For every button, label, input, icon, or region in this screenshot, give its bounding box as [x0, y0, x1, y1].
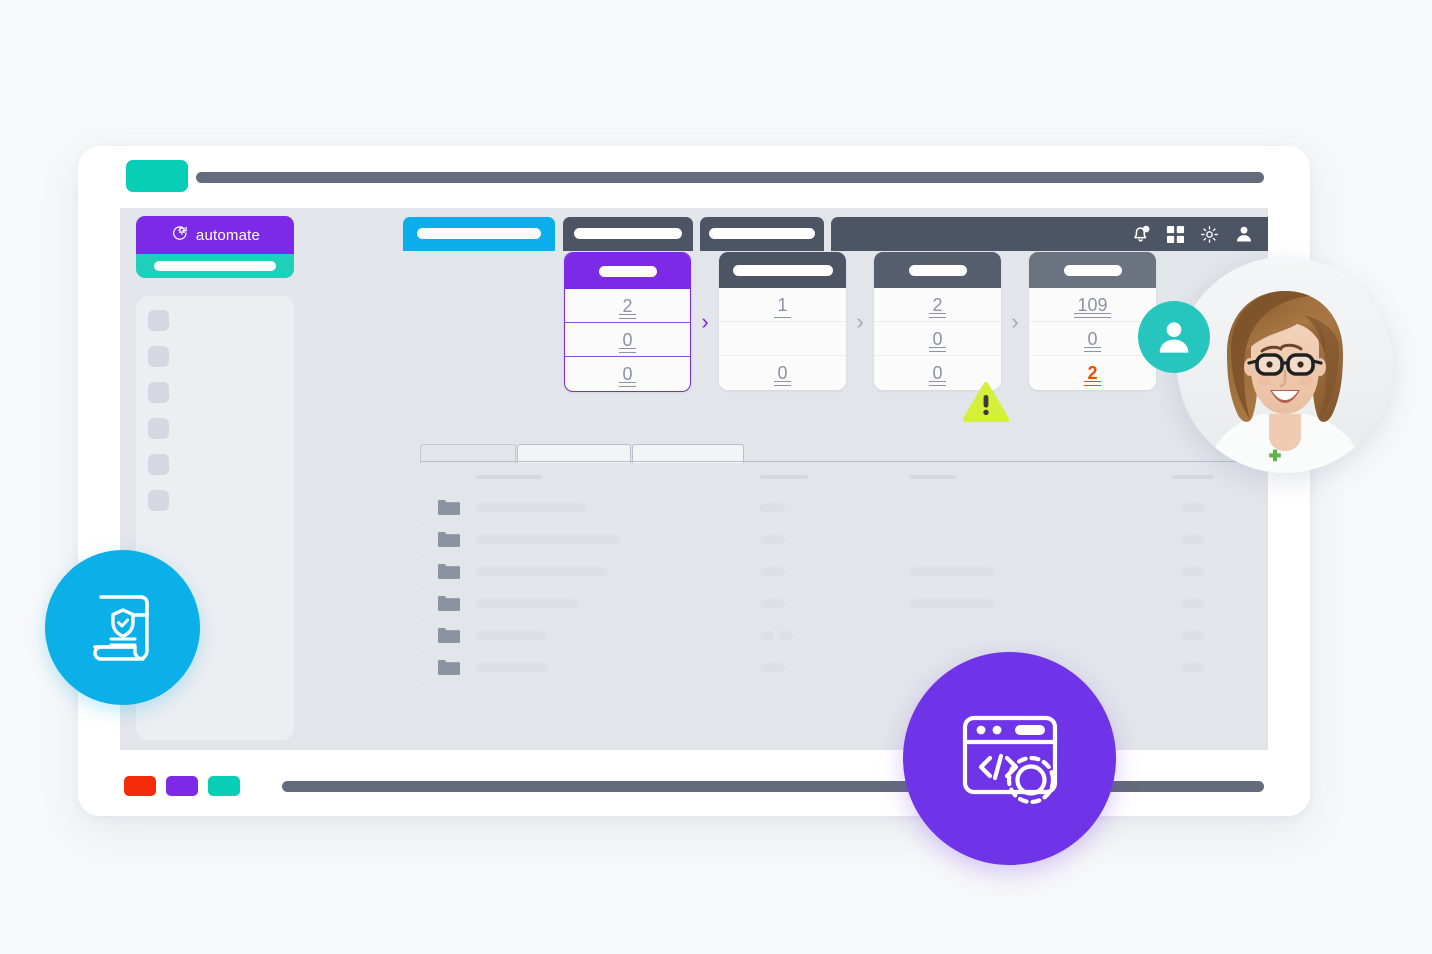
table-row[interactable] — [420, 492, 1268, 524]
brand-logo-block[interactable]: automate — [136, 216, 294, 278]
app-surface: 1 — [120, 208, 1281, 750]
bottom-status-bar — [282, 781, 1264, 792]
sidebar-item-4[interactable] — [148, 418, 282, 439]
sidebar-item-icon — [148, 490, 169, 511]
sidebar-item-icon — [148, 418, 169, 439]
table-tab-2[interactable] — [517, 444, 631, 463]
kpi-card-3-row-2[interactable]: 0 — [874, 322, 1001, 356]
gear-refresh-icon — [170, 223, 190, 248]
kpi-card-2-row-2[interactable] — [719, 322, 846, 356]
kpi-card-1-row-1[interactable]: 2 — [565, 289, 690, 323]
kpi-card-3-header — [874, 252, 1001, 288]
sidebar-item-3[interactable] — [148, 382, 282, 403]
apps-grid-icon[interactable] — [1166, 225, 1185, 244]
kpi-card-1-row-3[interactable]: 0 — [619, 364, 636, 387]
table-row[interactable] — [420, 588, 1268, 620]
swatch-purple[interactable] — [166, 776, 198, 796]
kpi-card-2-header — [719, 252, 846, 288]
code-window-gear-icon — [903, 652, 1116, 865]
address-bar[interactable] — [196, 172, 1264, 183]
user-avatar-badge-icon — [1138, 301, 1210, 373]
sidebar-item-2[interactable] — [148, 346, 282, 367]
browser-chrome-top — [78, 146, 1310, 208]
sidebar-item-6[interactable] — [148, 490, 282, 511]
kpi-card-4-row-3[interactable]: 2 — [1084, 363, 1101, 386]
nav-tab-2[interactable] — [563, 217, 693, 251]
chevron-right-icon-2: › — [856, 309, 864, 334]
add-row-plus-icon[interactable] — [1266, 448, 1284, 471]
kpi-card-4-row-1[interactable]: 109 — [1029, 288, 1156, 322]
kpi-card-1[interactable]: 2 0 0 — [564, 252, 691, 392]
nav-tab-1[interactable] — [403, 217, 555, 251]
sidebar-item-icon — [148, 454, 169, 475]
sidebar-item-icon — [148, 346, 169, 367]
kpi-card-4[interactable]: 109 0 2 — [1029, 252, 1156, 390]
browser-chrome-bottom — [78, 750, 1310, 816]
folder-icon — [420, 659, 476, 676]
nav-tab-4[interactable] — [831, 217, 1268, 251]
brand-logo-top: automate — [136, 216, 294, 254]
kpi-card-1-body: 2 0 0 — [565, 289, 690, 391]
app-header: 1 — [120, 208, 1268, 258]
settings-gear-icon[interactable] — [1199, 224, 1220, 245]
table-tab-3[interactable] — [632, 444, 744, 463]
sidebar-item-5[interactable] — [148, 454, 282, 475]
kpi-card-2-body: 1 0 — [719, 288, 846, 390]
brand-name: automate — [195, 226, 261, 244]
swatch-teal[interactable] — [208, 776, 240, 796]
sidebar-item-1[interactable] — [148, 310, 282, 331]
kpi-card-3-row-3[interactable]: 0 — [929, 363, 946, 386]
chevron-right-icon-3: › — [1011, 309, 1019, 334]
brand-logo-bottom — [136, 254, 294, 278]
folder-icon — [420, 563, 476, 580]
table-row[interactable] — [420, 620, 1268, 652]
notifications-bell-icon[interactable]: 1 — [1130, 223, 1152, 245]
table-tab-strip — [420, 443, 744, 463]
kpi-card-4-row-2[interactable]: 0 — [1029, 322, 1156, 356]
folder-icon — [420, 595, 476, 612]
kpi-card-3-row-1[interactable]: 2 — [874, 288, 1001, 322]
kpi-card-1-row-2[interactable]: 0 — [565, 323, 690, 357]
kpi-card-2[interactable]: 1 0 — [719, 252, 846, 390]
kpi-card-2-row-1[interactable]: 1 — [719, 288, 846, 322]
kpi-card-4-header — [1029, 252, 1156, 288]
table-tab-1[interactable] — [420, 444, 516, 463]
folder-icon — [420, 499, 476, 516]
folder-icon — [420, 627, 476, 644]
chevron-right-icon-1: › — [701, 309, 709, 334]
certificate-shield-icon — [45, 550, 200, 705]
table-row[interactable] — [420, 524, 1268, 556]
header-icon-group: 1 — [1130, 220, 1254, 248]
kpi-card-row: 2 0 0 › 1 0 › — [564, 252, 1156, 392]
person-photo — [1177, 257, 1393, 473]
kpi-card-1-header — [565, 253, 690, 289]
kpi-card-2-row-3[interactable]: 0 — [774, 363, 791, 386]
user-account-icon[interactable] — [1234, 224, 1254, 244]
swatch-red[interactable] — [124, 776, 156, 796]
sidebar-item-icon — [148, 382, 169, 403]
warning-triangle-icon[interactable] — [962, 381, 1010, 428]
bell-badge-count: 1 — [1145, 227, 1148, 233]
person-photo-illustration — [1177, 257, 1393, 473]
browser-tab[interactable] — [126, 160, 188, 192]
data-table — [420, 462, 1268, 684]
table-header-row — [420, 462, 1268, 492]
folder-icon — [420, 531, 476, 548]
browser-window: 1 — [78, 146, 1310, 816]
table-tab-divider — [420, 461, 1268, 462]
table-row[interactable] — [420, 652, 1268, 684]
nav-tab-3[interactable] — [700, 217, 824, 251]
kpi-card-3[interactable]: 2 0 0 — [874, 252, 1001, 390]
table-row[interactable] — [420, 556, 1268, 588]
kpi-card-3-body: 2 0 0 — [874, 288, 1001, 390]
kpi-card-4-body: 109 0 2 — [1029, 288, 1156, 390]
sidebar-item-icon — [148, 310, 169, 331]
